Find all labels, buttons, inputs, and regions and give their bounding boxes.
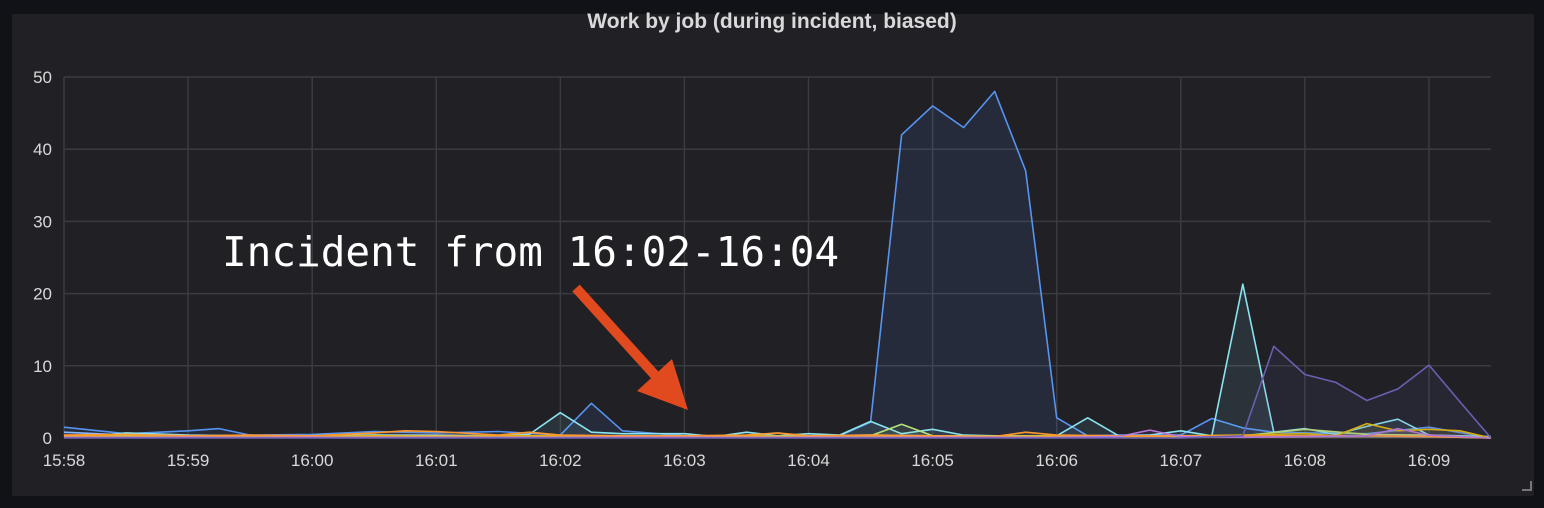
x-axis: 15:58 15:59 16:00 16:01 16:02 16:03 16:04 16:05… [43,451,1451,470]
y-axis: 0 10 20 30 40 50 [33,68,52,448]
series-area [64,428,1491,438]
resize-handle-icon[interactable] [1522,481,1532,491]
y-tick-label: 0 [43,429,52,448]
x-tick-label: 16:08 [1284,451,1327,470]
series-area [64,346,1491,438]
x-tick-label: 16:02 [539,451,582,470]
x-tick-label: 16:07 [1160,451,1203,470]
x-tick-label: 15:59 [167,451,210,470]
y-tick-label: 30 [33,212,52,231]
y-tick-label: 40 [33,140,52,159]
annotation-text: Incident from 16:02-16:04 [222,228,839,276]
x-tick-label: 16:05 [911,451,954,470]
panel-title[interactable]: Work by job (during incident, biased) [587,10,957,33]
x-tick-label: 16:01 [415,451,458,470]
annotation: Incident from 16:02-16:04 [222,228,839,410]
x-tick-label: 16:04 [787,451,830,470]
arrow-icon [572,284,688,410]
x-tick-label: 16:06 [1035,451,1078,470]
y-tick-label: 10 [33,357,52,376]
chart-panel [12,14,1534,496]
y-tick-label: 20 [33,285,52,304]
x-tick-label: 16:00 [291,451,334,470]
series-line[interactable] [63,429,1492,439]
x-tick-label: 16:09 [1408,451,1451,470]
series-group[interactable] [63,90,1492,439]
y-tick-label: 50 [33,68,52,87]
x-tick-label: 15:58 [43,451,86,470]
x-tick-label: 16:03 [663,451,706,470]
series-line[interactable] [64,345,1492,439]
